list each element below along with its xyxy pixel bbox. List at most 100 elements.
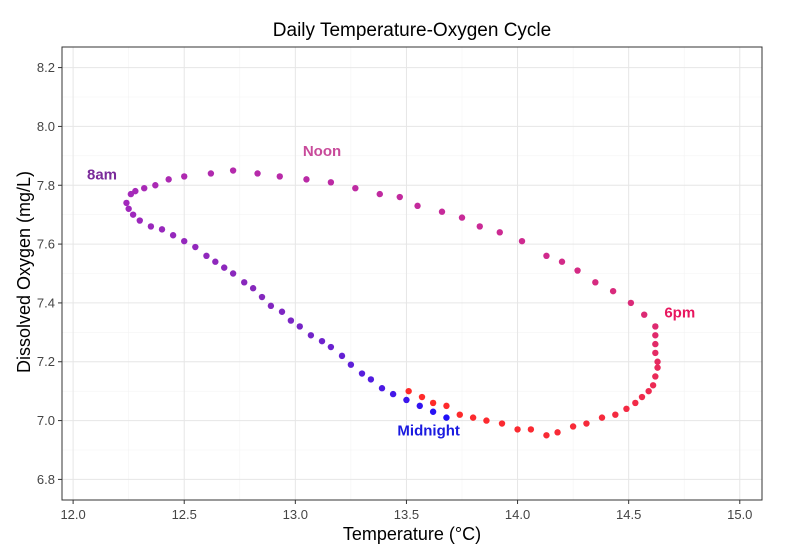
data-point (483, 417, 490, 424)
data-point (307, 332, 315, 339)
data-point (158, 226, 166, 233)
data-point (241, 279, 248, 286)
data-point (652, 332, 659, 339)
data-point (367, 376, 375, 383)
data-point (376, 190, 383, 198)
data-point (558, 258, 566, 265)
grid-lines (62, 47, 762, 500)
data-point (498, 420, 506, 427)
data-point (438, 208, 446, 215)
data-point (229, 270, 237, 277)
data-point (207, 170, 215, 177)
data-point (287, 317, 295, 324)
x-axis-title: Temperature (°C) (343, 524, 481, 544)
data-point (152, 182, 159, 189)
data-point (278, 308, 286, 315)
y-tick-label: 7.4 (37, 295, 55, 310)
data-point (181, 237, 188, 245)
data-point (598, 414, 606, 421)
data-point (147, 223, 155, 230)
axis-ticks: 12.0 12.5 13.0 13.5 14.0 14.5 15.0 6.8 7.0 7.2 7.4… (37, 60, 753, 522)
data-point (627, 299, 635, 307)
data-point (429, 399, 437, 407)
x-tick-label: 12.5 (172, 507, 197, 522)
data-point (352, 184, 359, 192)
data-point (583, 420, 590, 427)
data-point (136, 217, 143, 224)
data-point (221, 264, 228, 271)
y-axis-title: Dissolved Oxygen (mg/L) (14, 171, 34, 373)
data-point (141, 184, 148, 192)
data-point (418, 393, 426, 401)
data-point (396, 193, 403, 201)
data-point (414, 202, 421, 210)
data-point (543, 252, 550, 260)
data-point (416, 402, 423, 410)
y-tick-label: 8.0 (37, 119, 55, 134)
data-point (378, 385, 386, 392)
data-point (476, 223, 483, 230)
data-point (645, 387, 652, 395)
data-point (254, 170, 261, 177)
data-point (652, 349, 659, 357)
data-point (518, 237, 526, 245)
data-point (654, 364, 661, 371)
annotations: 8am Noon 6pm Midnight (87, 143, 695, 439)
x-tick-label: 13.0 (283, 507, 308, 522)
data-point (514, 426, 521, 433)
data-point (129, 211, 137, 218)
data-point (132, 187, 139, 195)
data-point (623, 405, 630, 413)
data-point (327, 343, 335, 351)
data-point (443, 402, 450, 410)
annotation-label: 8am (87, 166, 117, 183)
data-point (654, 358, 661, 365)
data-point (347, 361, 355, 368)
data-point (338, 352, 346, 360)
data-point (403, 396, 410, 404)
y-tick-label: 7.8 (37, 178, 55, 193)
plot-panel-border (61, 46, 763, 501)
chart-title: Daily Temperature-Oxygen Cycle (273, 20, 551, 41)
data-point (181, 173, 188, 180)
data-point (652, 340, 659, 348)
data-point (443, 414, 450, 421)
y-tick-label: 6.8 (37, 472, 55, 487)
data-point (609, 287, 617, 295)
annotation-label: 6pm (664, 305, 695, 322)
data-points (123, 167, 661, 439)
data-point (303, 176, 310, 183)
x-tick-label: 15.0 (727, 507, 752, 522)
data-point (469, 414, 477, 421)
annotation-label: Noon (303, 143, 341, 160)
data-point (652, 323, 659, 330)
data-point (527, 426, 535, 433)
data-point (496, 229, 503, 236)
data-point (296, 323, 303, 330)
data-point (458, 214, 466, 221)
data-point (638, 393, 646, 401)
data-point (649, 382, 657, 389)
x-tick-label: 14.0 (505, 507, 530, 522)
data-point (229, 167, 237, 174)
annotation-label: Midnight (397, 422, 459, 439)
data-point (574, 267, 581, 274)
data-point (203, 252, 210, 260)
data-point (641, 311, 648, 318)
data-point (429, 408, 437, 415)
x-tick-label: 13.5 (394, 507, 419, 522)
data-point (652, 373, 659, 380)
data-point (554, 429, 561, 436)
y-tick-label: 7.2 (37, 354, 55, 369)
x-tick-label: 14.5 (616, 507, 641, 522)
data-point (169, 232, 177, 239)
data-point (569, 423, 577, 430)
data-point (543, 432, 550, 439)
data-point (258, 293, 266, 301)
data-point (125, 205, 132, 212)
y-tick-label: 8.2 (37, 60, 55, 75)
data-point (165, 176, 172, 183)
data-point (276, 173, 283, 180)
data-point (123, 199, 130, 207)
